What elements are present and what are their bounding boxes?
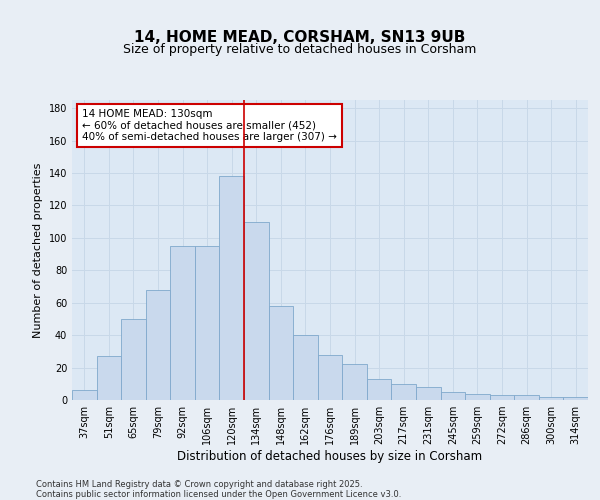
Bar bbox=[244, 222, 269, 400]
Bar bbox=[293, 335, 318, 400]
Bar bbox=[465, 394, 490, 400]
Bar bbox=[342, 364, 367, 400]
X-axis label: Distribution of detached houses by size in Corsham: Distribution of detached houses by size … bbox=[178, 450, 482, 463]
Bar bbox=[269, 306, 293, 400]
Bar bbox=[514, 395, 539, 400]
Text: Size of property relative to detached houses in Corsham: Size of property relative to detached ho… bbox=[124, 42, 476, 56]
Bar bbox=[563, 397, 588, 400]
Text: 14 HOME MEAD: 130sqm
← 60% of detached houses are smaller (452)
40% of semi-deta: 14 HOME MEAD: 130sqm ← 60% of detached h… bbox=[82, 109, 337, 142]
Bar bbox=[318, 354, 342, 400]
Bar bbox=[97, 356, 121, 400]
Y-axis label: Number of detached properties: Number of detached properties bbox=[33, 162, 43, 338]
Bar bbox=[391, 384, 416, 400]
Text: Contains HM Land Registry data © Crown copyright and database right 2025.
Contai: Contains HM Land Registry data © Crown c… bbox=[36, 480, 401, 500]
Text: 14, HOME MEAD, CORSHAM, SN13 9UB: 14, HOME MEAD, CORSHAM, SN13 9UB bbox=[134, 30, 466, 45]
Bar bbox=[170, 246, 195, 400]
Bar bbox=[146, 290, 170, 400]
Bar bbox=[416, 387, 440, 400]
Bar bbox=[490, 395, 514, 400]
Bar bbox=[195, 246, 220, 400]
Bar bbox=[539, 397, 563, 400]
Bar bbox=[440, 392, 465, 400]
Bar bbox=[72, 390, 97, 400]
Bar bbox=[367, 379, 391, 400]
Bar bbox=[121, 319, 146, 400]
Bar bbox=[220, 176, 244, 400]
